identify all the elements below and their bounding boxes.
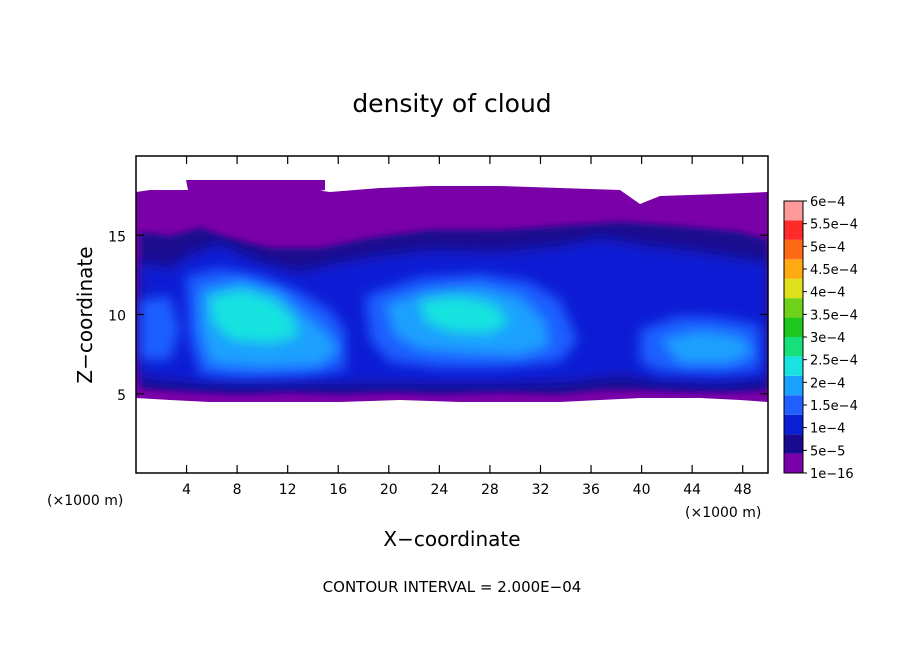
y-tick-label: 5 [117,388,126,404]
colorbar-label: 2.5e−4 [810,354,858,369]
y-axis: 5 10 15 [108,229,768,404]
colorbar-label: 5e−4 [810,240,845,255]
field-layer-core [210,290,510,344]
x-tick-label: 16 [329,482,347,498]
x-tick-label: 24 [430,482,448,498]
x-tick-label: 32 [532,482,550,498]
colorbar-label: 5e−5 [810,444,845,459]
y-axis-label: Z−coordinate [73,246,97,383]
x-axis: 4 8 12 16 20 24 28 32 36 40 44 48 [182,156,752,498]
x-tick-label: 36 [582,482,600,498]
colorbar-label: 4.5e−4 [810,263,858,278]
colorbar-swatch [784,453,803,473]
colorbar: 1e−16 5e−5 1e−4 1.5e−4 2e−4 2.5e−4 3e−4 3.5e−4 4… [783,195,858,482]
colorbar-swatch [784,298,803,318]
colorbar-label: 3e−4 [810,331,845,346]
x-tick-label: 28 [481,482,499,498]
colorbar-label: 4e−4 [810,286,845,301]
field-layer-strip [186,180,325,226]
colorbar-swatch [784,317,803,337]
y-tick-label: 10 [108,309,126,325]
colorbar-label: 5.5e−4 [810,218,858,233]
x-unit-right: (×1000 m) [685,505,761,521]
colorbar-swatch [784,395,803,415]
colorbar-label: 1.5e−4 [810,399,858,414]
colorbar-label: 1e−16 [810,467,854,482]
colorbar-label: 2e−4 [810,376,845,391]
contour-interval-text: CONTOUR INTERVAL = 2.000E−04 [323,578,582,596]
colorbar-swatch [784,375,803,396]
x-tick-label: 12 [279,482,297,498]
colorbar-swatch [784,278,803,299]
colorbar-label: 1e−4 [810,422,845,437]
y-tick-label: 15 [108,229,126,245]
colorbar-swatch [784,201,803,221]
colorbar-swatch [784,434,803,454]
colorbar-swatch [784,220,803,240]
chart-title: density of cloud [352,89,551,118]
colorbar-swatch [784,356,803,376]
x-axis-label: X−coordinate [383,527,520,551]
colorbar-swatch [784,259,803,279]
x-tick-label: 20 [380,482,398,498]
colorbar-swatch [784,337,803,357]
x-tick-label: 40 [633,482,651,498]
x-unit-left: (×1000 m) [47,493,123,509]
colorbar-swatch [784,239,803,260]
colorbar-label: 6e−4 [810,195,845,210]
x-tick-label: 48 [734,482,752,498]
heatmap-field [136,180,768,402]
x-tick-label: 4 [182,482,191,498]
colorbar-swatch [784,414,803,435]
x-tick-label: 8 [233,482,242,498]
x-tick-label: 44 [683,482,701,498]
colorbar-label: 3.5e−4 [810,308,858,323]
